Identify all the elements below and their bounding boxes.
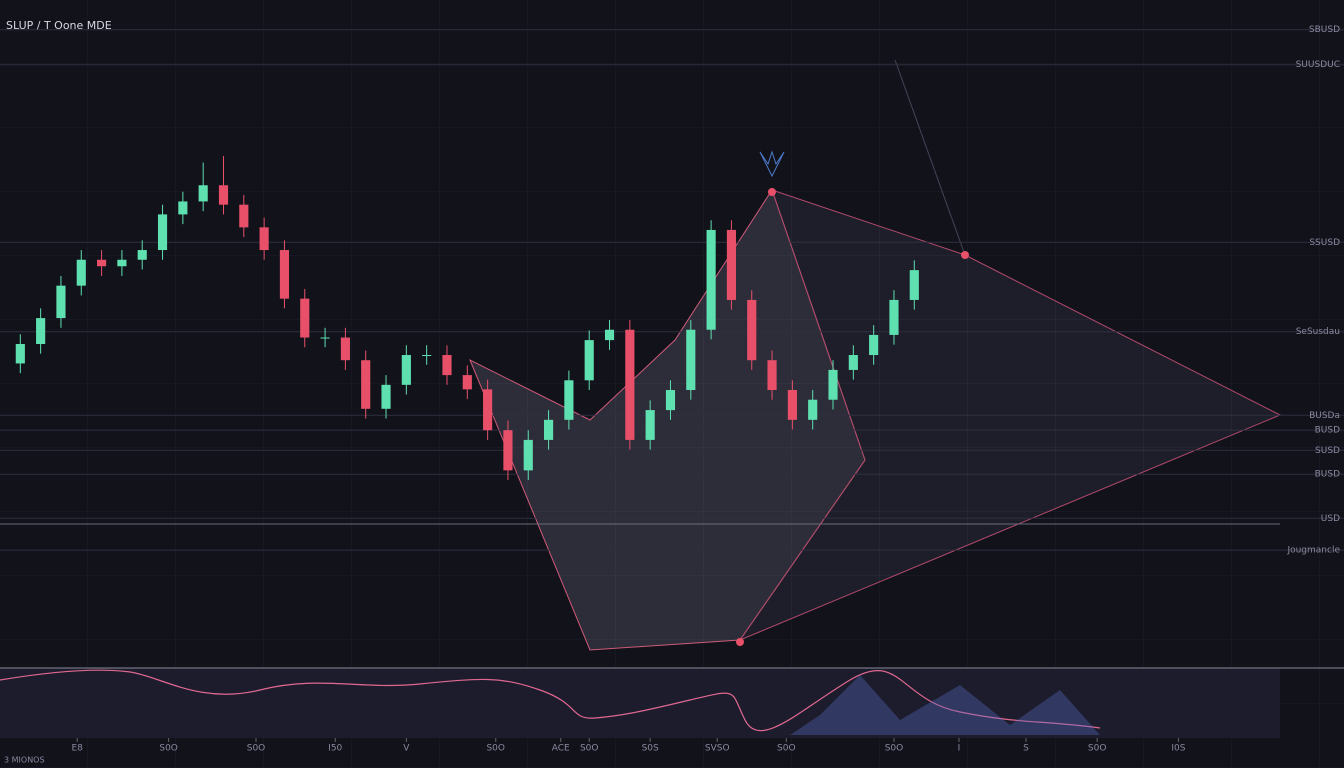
candle-body [625,329,635,440]
x-tick-label: I [958,744,961,754]
candle-body [808,399,818,420]
candle-body [544,419,554,440]
x-tick-label: S0O [247,744,266,754]
y-tick-label: BUSD [1315,426,1340,436]
candle-body [279,250,290,299]
candle-body [198,185,208,202]
candle-body [848,355,858,370]
x-tick-label: SVSO [705,744,730,754]
candle-body [483,389,493,431]
indicator-line [0,669,1101,732]
candle-body [320,337,330,339]
candle-body [259,227,269,251]
candle-body [15,344,25,364]
y-tick-label: SUSD [1315,446,1340,456]
y-tick-label: BUSD [1315,470,1340,480]
x-tick-label: ACE [552,744,570,754]
candle-body [767,360,777,391]
candle-body [645,410,655,440]
candle-body [157,214,168,251]
candle-body [523,439,533,471]
y-tick-label: SeSusdau [1296,327,1340,337]
candle-body [381,384,391,409]
candle-body [218,185,229,205]
candle-body [869,334,879,356]
candle-body [787,390,797,420]
candle-body [909,270,919,300]
marker-icon [759,150,785,178]
candle-body [604,329,615,341]
indicator-pane [0,668,1280,738]
x-tick-label: S [1023,744,1029,754]
candle-body [76,259,86,286]
pivot [961,251,969,259]
candle-body [564,380,574,420]
pivot [768,188,776,196]
candle-body [117,259,127,267]
y-tick-label: USD [1321,514,1340,524]
candle-body [828,369,838,400]
candle-body [706,229,716,330]
candle-body [178,201,188,215]
x-tick-label: I0S [1171,744,1185,754]
candle-body [747,299,757,361]
footer-label: 3 MIONOS [4,756,45,765]
candle-body [584,340,594,381]
candle-body [401,355,411,385]
candle-body [300,298,310,338]
candle-body [442,355,452,376]
trend-line [894,59,966,256]
indicator-area [790,675,1100,735]
candle-body [726,229,736,300]
x-tick-label: S0O [777,744,796,754]
pivot [736,638,744,646]
chart-title: SLUP / T Oone MDE [6,19,112,32]
candle-body [56,285,66,319]
x-tick-label: E8 [71,744,83,754]
candle-body [503,430,513,471]
candle-body [340,337,350,361]
candle-body [97,259,107,267]
candle-body [665,390,676,411]
candle-body [889,299,899,335]
y-tick-label: SUUSDUC [1296,60,1340,70]
x-tick-label: S0O [580,744,599,754]
candle-body [686,329,696,391]
x-tick-label: S0S [642,744,659,754]
y-tick-label: SBUSD [1309,25,1340,35]
x-tick-label: V [403,744,410,754]
candle-body [137,250,147,260]
candle-body [239,204,249,228]
x-tick-label: S0O [885,744,904,754]
candle-body [422,355,432,357]
candle-body [361,360,371,409]
x-tick-label: S0O [159,744,178,754]
y-tick-label: BUSDa [1309,411,1340,421]
y-tick-label: Jougmancle [1286,546,1340,556]
candle-body [36,318,46,344]
x-tick-label: S0O [1088,744,1107,754]
x-tick-label: S0O [486,744,505,754]
candle-body [462,375,472,390]
x-tick-label: I50 [328,744,342,754]
y-tick-label: SSUSD [1309,238,1340,248]
